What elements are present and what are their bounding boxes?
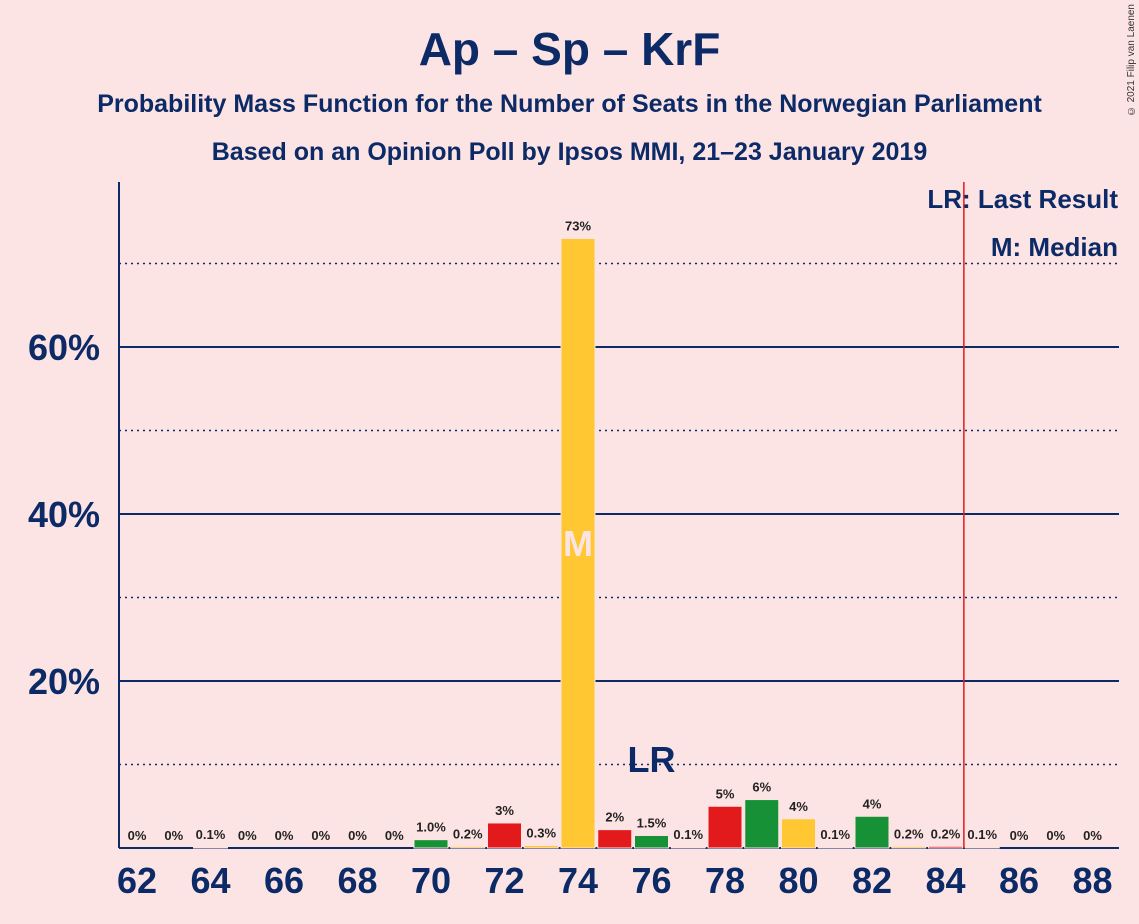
bar-value-label: 6% <box>752 780 771 795</box>
bar-value-label: 0.3% <box>526 825 556 840</box>
bar-value-label: 0.2% <box>453 826 483 841</box>
x-tick-label: 76 <box>631 860 671 901</box>
bar-value-label: 4% <box>789 799 808 814</box>
bar-seat-70 <box>413 839 449 849</box>
bar-value-label: 0.2% <box>931 826 961 841</box>
x-tick-label: 74 <box>558 860 598 901</box>
chart-subtitle-source: Based on an Opinion Poll by Ipsos MMI, 2… <box>211 138 928 166</box>
chart-title: Ap – Sp – KrF <box>418 23 721 75</box>
bar-value-label: 0.1% <box>196 827 226 842</box>
bar-value-label: 3% <box>495 803 514 818</box>
bar-value-label: 0% <box>1083 828 1102 843</box>
bar-value-label: 4% <box>863 796 882 811</box>
bar-seat-73 <box>523 844 559 849</box>
bar-seat-74 <box>560 237 596 849</box>
bar-value-label: 1.5% <box>637 815 667 830</box>
x-tick-label: 84 <box>925 860 965 901</box>
bar-value-label: 0% <box>164 828 183 843</box>
bar-seat-81 <box>817 846 853 849</box>
x-tick-label: 64 <box>190 860 230 901</box>
x-tick-label: 68 <box>337 860 377 901</box>
bar-seat-84 <box>928 845 963 849</box>
x-tick-label: 88 <box>1072 860 1112 901</box>
bar-seat-64 <box>193 846 228 849</box>
bar-value-label: 0% <box>275 828 294 843</box>
bar-value-label: 0.2% <box>894 826 924 841</box>
bar-value-label: 0% <box>311 828 330 843</box>
bar-seat-77 <box>670 846 706 849</box>
median-marker: M <box>563 523 593 564</box>
x-tick-label: 62 <box>117 860 157 901</box>
bar-value-label: 0% <box>1010 828 1029 843</box>
bar-value-label: 5% <box>716 786 735 801</box>
bar-seat-71 <box>450 845 486 849</box>
bar-value-label: 2% <box>605 810 624 825</box>
bar-value-label: 0% <box>385 828 404 843</box>
bar-seat-83 <box>891 845 927 849</box>
x-tick-label: 72 <box>484 860 524 901</box>
bar-value-label: 0.1% <box>967 827 997 842</box>
bar-value-label: 0% <box>128 828 147 843</box>
bar-value-label: 0% <box>238 828 257 843</box>
bar-seat-82 <box>854 815 890 849</box>
y-tick-label: 60% <box>28 327 100 368</box>
x-tick-label: 86 <box>999 860 1039 901</box>
bar-value-label: 0% <box>348 828 367 843</box>
bar-seat-76 <box>634 834 669 849</box>
y-tick-label: 40% <box>28 494 100 535</box>
legend-median: M: Median <box>990 232 1118 262</box>
y-tick-label: 20% <box>28 661 100 702</box>
x-tick-label: 66 <box>264 860 304 901</box>
bar-value-label: 0.1% <box>820 827 850 842</box>
bar-seat-75 <box>597 829 633 849</box>
last-result-marker: LR <box>628 739 676 780</box>
bar-seat-80 <box>781 818 816 849</box>
x-tick-label: 70 <box>411 860 451 901</box>
bar-value-label: 0% <box>1046 828 1065 843</box>
bar-seat-72 <box>487 822 522 849</box>
x-tick-label: 78 <box>705 860 745 901</box>
chart-subtitle: Probability Mass Function for the Number… <box>97 90 1042 118</box>
legend-last-result: LR: Last Result <box>927 184 1118 214</box>
bar-seat-78 <box>707 805 743 849</box>
x-tick-label: 80 <box>778 860 818 901</box>
bar-seat-85 <box>964 846 1000 849</box>
bar-value-label: 1.0% <box>416 820 446 835</box>
x-tick-label: 82 <box>852 860 892 901</box>
bar-seat-79 <box>744 799 780 849</box>
bar-value-label: 73% <box>565 218 591 233</box>
bar-value-label: 0.1% <box>673 827 703 842</box>
